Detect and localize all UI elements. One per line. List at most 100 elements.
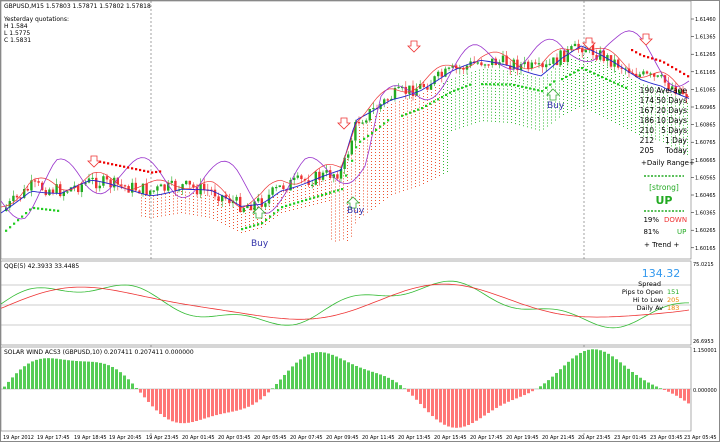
psar-dot: [679, 71, 681, 73]
psar-dot: [421, 107, 423, 109]
psar-dot: [245, 227, 247, 229]
candle-body: [37, 181, 39, 183]
solar-wind-bar: [47, 358, 50, 389]
psar-dot: [337, 189, 339, 191]
solar-wind-bar: [279, 380, 282, 389]
psar-dot: [119, 165, 121, 167]
psar-dot: [13, 223, 15, 225]
psar-dot: [529, 87, 531, 89]
psar-dot: [659, 60, 661, 62]
candle-body: [527, 62, 529, 69]
candle-body: [81, 184, 83, 192]
candle-body: [275, 187, 277, 188]
solar-wind-bar: [363, 369, 366, 389]
solar-wind-bar: [155, 389, 158, 410]
candle-body: [552, 57, 554, 63]
solar-wind-bar: [83, 361, 86, 389]
solar-wind-bar: [143, 389, 146, 397]
candle-body: [534, 63, 536, 64]
psar-dot: [537, 89, 539, 91]
solar-wind-bar: [355, 366, 358, 389]
solar-wind-bar: [679, 389, 682, 398]
candle-body: [351, 141, 353, 155]
price-tick-label: 1.60865: [695, 123, 716, 129]
solar-wind-bar: [163, 389, 166, 417]
solar-wind-bar: [643, 380, 646, 389]
solar-wind-bar: [219, 389, 222, 414]
psar-dot: [293, 202, 295, 204]
psar-dot: [671, 66, 673, 68]
time-tick-label: 20 Apr 17:45: [470, 435, 503, 441]
range-label-20d: 20 Days: [656, 106, 687, 115]
price-tick-label: 1.61265: [695, 52, 716, 58]
solar-wind-bar: [503, 389, 506, 404]
candle-body: [239, 197, 241, 212]
solar-wind-bar: [543, 383, 546, 389]
price-axis: 1.614601.613651.612651.611651.610651.609…: [691, 17, 716, 252]
psar-dot: [115, 164, 117, 166]
psar-dot: [107, 162, 109, 164]
psar-dot: [351, 160, 353, 162]
psar-dot: [617, 83, 619, 85]
candle-body: [297, 176, 299, 178]
psar-dot: [313, 196, 315, 198]
solar-wind-bar: [283, 375, 286, 389]
candle-body: [48, 190, 50, 196]
candle-body: [502, 56, 504, 62]
price-tick-label: 1.60265: [695, 228, 716, 234]
price-tick-label: 1.61460: [695, 17, 716, 23]
psar-dot: [445, 94, 447, 96]
candle-body: [477, 62, 479, 63]
candle-body: [657, 75, 659, 76]
psar-dot: [609, 80, 611, 82]
psar-dot: [449, 92, 451, 94]
solar-wind-bar: [443, 389, 446, 425]
psar-dot: [425, 105, 427, 107]
candle-body: [559, 50, 561, 65]
candle-body: [271, 187, 273, 194]
candle-body: [66, 191, 68, 192]
psar-dot: [41, 208, 43, 210]
solar-wind-pane[interactable]: SOLAR WIND ACS3 (GBPUSD,10) 0.207411 0.2…: [1, 347, 717, 431]
candle-body: [282, 185, 284, 189]
psar-dot: [401, 115, 403, 117]
qqe-pane[interactable]: QQE(5) 42.3933 33.4485 75.0215 26.6953 1…: [1, 261, 714, 345]
candle-body: [372, 108, 374, 109]
range-value-1d: 212: [640, 136, 655, 145]
solar-wind-bar: [3, 387, 6, 389]
range-value-20d: 167: [640, 106, 655, 115]
solar-wind-bar: [67, 360, 70, 389]
psar-dot: [159, 170, 161, 172]
psar-dot: [281, 206, 283, 208]
psar-dot: [139, 169, 141, 171]
psar-dot: [131, 167, 133, 169]
solar-wind-bar: [175, 389, 178, 422]
solar-wind-bar: [647, 383, 650, 389]
psar-dot: [465, 85, 467, 87]
psar-dot: [577, 69, 579, 71]
solar-wind-bar: [607, 354, 610, 389]
psar-dot: [329, 192, 331, 194]
psar-dot: [367, 135, 369, 137]
solar-wind-bar: [463, 389, 466, 426]
candle-body: [160, 184, 162, 186]
solar-wind-bar: [303, 357, 306, 389]
solar-wind-bar: [487, 389, 490, 413]
psar-dot: [321, 194, 323, 196]
range-footer: +Daily Range+: [641, 159, 695, 167]
psar-dot: [533, 88, 535, 90]
psar-dot: [53, 209, 55, 211]
psar-dot: [21, 216, 23, 218]
solar-wind-bar: [247, 389, 250, 407]
time-tick-label: 20 Apr 13:45: [398, 435, 431, 441]
range-label-10d: 10 Days: [656, 116, 687, 125]
range-label-avg: Average: [656, 86, 687, 95]
candle-body: [581, 49, 583, 53]
psar-dot: [613, 81, 615, 83]
solar-wind-bar: [407, 389, 410, 392]
solar-wind-bar: [619, 362, 622, 389]
price-tick-label: 1.60665: [695, 158, 716, 164]
psar-dot: [597, 74, 599, 76]
psar-dot: [265, 219, 267, 221]
